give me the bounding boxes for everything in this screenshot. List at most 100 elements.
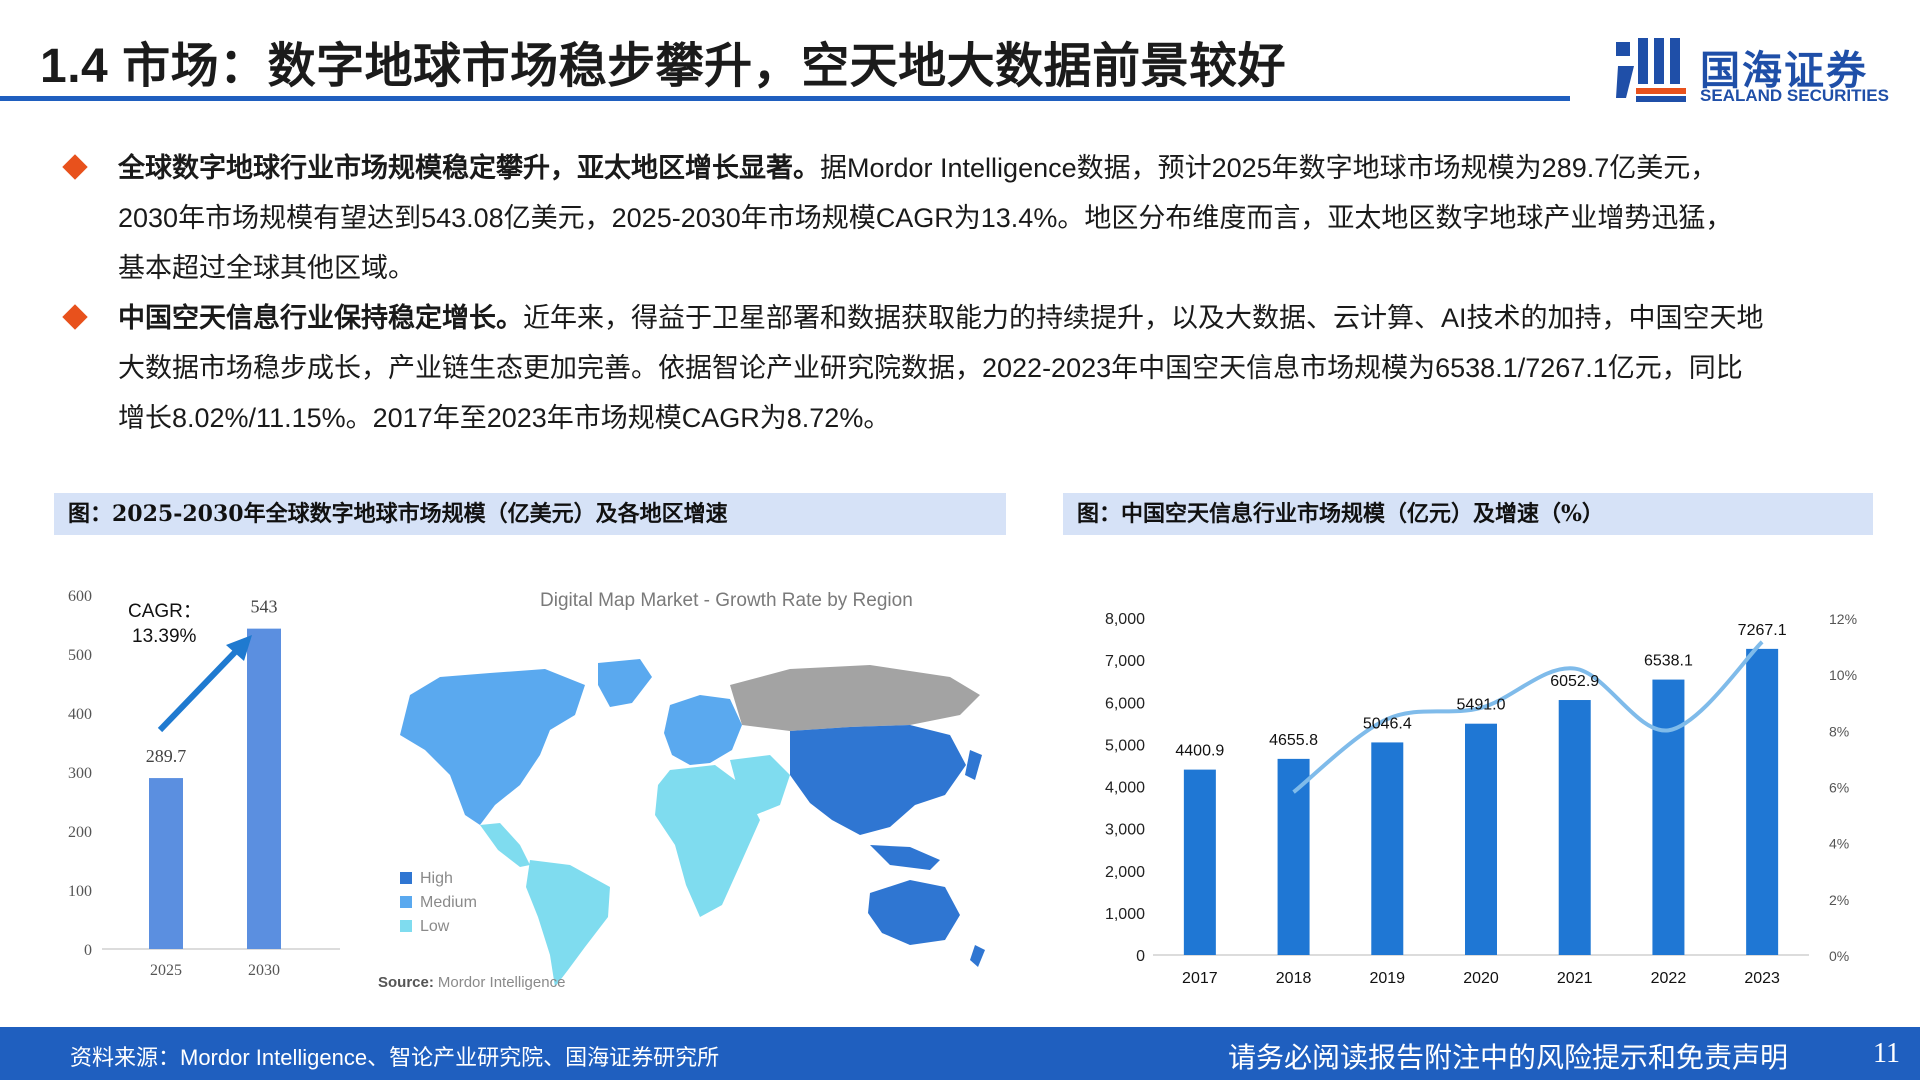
x-tick-label-2018: 2018 [1276, 970, 1312, 987]
data-label-2018: 4655.8 [1269, 732, 1318, 749]
growth-rate-line [1292, 640, 1764, 794]
right-caption-text: 图：中国空天信息行业市场规模（亿元）及增速（%） [1077, 501, 1604, 527]
y2-tick-label: 12% [1829, 611, 1857, 627]
bullet-2-line-2: 大数据市场稳步成长，产业链生态更加完善。依据智论产业研究院数据，2022-202… [118, 353, 1743, 383]
right-figure-caption: 图：中国空天信息行业市场规模（亿元）及增速（%） [1063, 493, 1873, 535]
global-market-bar-chart: 0 100 200 300 400 500 600 289.7 543 2025 2030 CA… [68, 588, 340, 979]
bar-2020 [1465, 723, 1497, 955]
bullet-diamond-icon [62, 154, 88, 180]
china-space-info-combo-chart: 0 1,000 2,000 3,000 4,000 5,000 6,000 7,000 8,00… [1105, 611, 1857, 987]
map-europe [664, 695, 742, 765]
y-tick-label: 0 [84, 942, 92, 959]
x-tick-label-2017: 2017 [1182, 970, 1218, 987]
bullet-1-line-3: 基本超过全球其他区域。 [118, 253, 415, 283]
map-japan [965, 750, 982, 780]
data-label-2017: 4400.9 [1175, 743, 1224, 760]
x-tick-label-2021: 2021 [1557, 970, 1593, 987]
map-indonesia [870, 845, 940, 870]
bar-2030 [247, 628, 281, 949]
page-title: 1.4 市场：数字地球市场稳步攀升，空天地大数据前景较好 [40, 40, 1287, 93]
y2-tick-label: 10% [1829, 667, 1857, 683]
cagr-arrow-icon [157, 644, 243, 733]
y-tick-label: 0 [1136, 948, 1145, 965]
logo-name: 国海证券 [1700, 49, 1868, 93]
y-tick-label: 7,000 [1105, 653, 1145, 670]
map-asia [790, 725, 966, 835]
y-tick-label: 4,000 [1105, 780, 1145, 797]
y-tick-label: 5,000 [1105, 737, 1145, 754]
legend-label-medium: Medium [420, 894, 477, 911]
x-tick-label-2019: 2019 [1369, 970, 1405, 987]
legend-label-high: High [420, 870, 453, 887]
legend-swatch-low [400, 920, 412, 932]
title-rule [0, 96, 1570, 101]
data-label-2020: 5491.0 [1457, 697, 1506, 714]
y-tick-label: 400 [68, 706, 92, 723]
legend-label-low: Low [420, 918, 450, 935]
data-label-2030: 543 [251, 597, 278, 617]
bar-2022 [1652, 679, 1685, 955]
cagr-annotation-value: 13.39% [132, 626, 197, 647]
map-title: Digital Map Market - Growth Rate by Regi… [540, 590, 913, 611]
bullet-2-lead: 中国空天信息行业保持稳定增长。 [118, 303, 523, 333]
map-south-america [526, 860, 610, 987]
bullet-paragraph-1: 全球数字地球行业市场规模稳定攀升，亚太地区增长显著。据Mordor Intell… [118, 143, 1858, 293]
map-north-america [400, 669, 585, 825]
bullet-2-line-1: 中国空天信息行业保持稳定增长。近年来，得益于卫星部署和数据获取能力的持续提升，以… [118, 303, 1764, 333]
data-label-2022: 6538.1 [1644, 653, 1693, 670]
page-number: 11 [1873, 1038, 1900, 1069]
cagr-arrowhead-icon [226, 635, 252, 661]
bullet-1-line-2: 2030年市场规模有望达到543.08亿美元，2025-2030年市场规模CAG… [118, 203, 1733, 233]
footer-bar [0, 1027, 1920, 1080]
data-label-2023: 7267.1 [1738, 622, 1787, 639]
bar-2017 [1183, 769, 1216, 955]
bullet-2-line-3: 增长8.02%/11.15%。2017年至2023年市场规模CAGR为8.72%… [118, 403, 891, 433]
bar-2019 [1371, 742, 1404, 955]
y2-tick-label: 4% [1829, 836, 1849, 852]
y-tick-label: 500 [68, 647, 92, 664]
bar-2018 [1277, 758, 1310, 955]
y-tick-label: 2,000 [1105, 864, 1145, 881]
x-tick-label-2030: 2030 [248, 962, 280, 979]
y2-tick-label: 8% [1829, 723, 1849, 739]
cagr-annotation-label: CAGR： [128, 601, 202, 622]
x-tick-label-2025: 2025 [150, 962, 182, 979]
bullet-1-line-1: 全球数字地球行业市场规模稳定攀升，亚太地区增长显著。据Mordor Intell… [118, 153, 1718, 183]
map-source: Source: Mordor Intelligence [378, 974, 565, 991]
bar-2025 [149, 778, 183, 949]
bullet-diamond-icon [62, 304, 88, 330]
map-russia [730, 665, 980, 731]
y2-tick-label: 6% [1829, 780, 1849, 796]
legend-swatch-medium [400, 896, 412, 908]
left-figure-caption: 图：2025-2030年全球数字地球市场规模（亿美元）及各地区增速 [54, 493, 1006, 535]
map-new-zealand [970, 945, 985, 967]
y-tick-label: 6,000 [1105, 695, 1145, 712]
y2-tick-label: 0% [1829, 948, 1849, 964]
bullet-1-lead: 全球数字地球行业市场规模稳定攀升，亚太地区增长显著。 [118, 153, 820, 183]
footer-disclaimer: 请务必阅读报告附注中的风险提示和免责声明 [1228, 1042, 1789, 1073]
footer-source: 资料来源：Mordor Intelligence、智论产业研究院、国海证券研究所 [70, 1045, 720, 1070]
y-tick-label: 200 [68, 824, 92, 841]
logo-en: SEALAND SECURITIES [1700, 86, 1889, 105]
data-label-2021: 6052.9 [1550, 673, 1599, 690]
legend-swatch-high [400, 872, 412, 884]
y-tick-label: 3,000 [1105, 822, 1145, 839]
y-tick-label: 600 [68, 588, 92, 605]
y-tick-label: 100 [68, 883, 92, 900]
x-tick-label-2023: 2023 [1744, 970, 1780, 987]
y-tick-label: 8,000 [1105, 611, 1145, 628]
x-tick-label-2020: 2020 [1463, 970, 1499, 987]
map-greenland [598, 659, 652, 707]
map-africa [655, 765, 760, 917]
sealand-logo-icon [1616, 38, 1686, 102]
map-central-america [480, 823, 530, 867]
y-tick-label: 300 [68, 765, 92, 782]
left-caption-text: 图：2025-2030年全球数字地球市场规模（亿美元）及各地区增速 [68, 501, 728, 527]
bar-2021 [1558, 700, 1591, 955]
y-tick-label: 1,000 [1105, 906, 1145, 923]
map-australia [868, 880, 960, 945]
y2-tick-label: 2% [1829, 892, 1849, 908]
bar-2023 [1746, 648, 1779, 955]
world-growth-map: High Medium Low Source: Mordor Intelligen… [378, 659, 985, 991]
x-tick-label-2022: 2022 [1651, 970, 1687, 987]
